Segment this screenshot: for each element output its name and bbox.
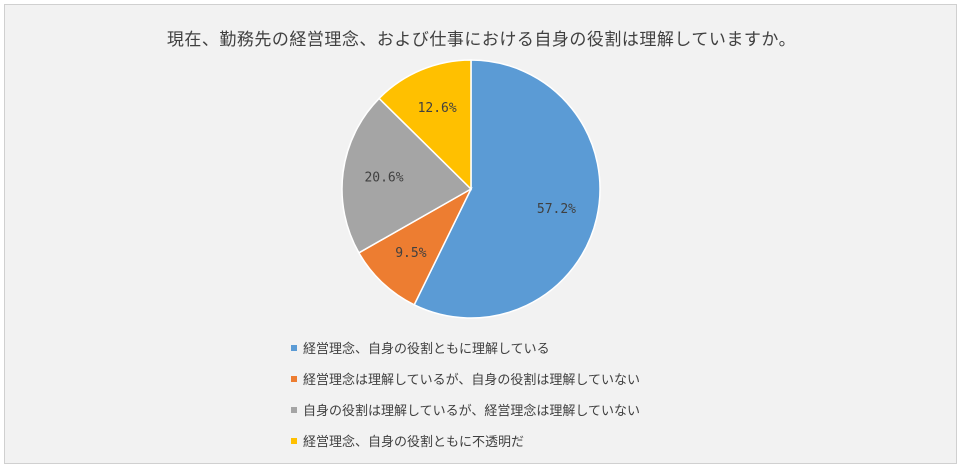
legend-label-2: 自身の役割は理解しているが、経営理念は理解していない bbox=[303, 404, 640, 419]
chart-legend: 経営理念、自身の役割ともに理解している経営理念は理解しているが、自身の役割は理解… bbox=[291, 332, 640, 456]
pie-slice-1 bbox=[357, 187, 473, 306]
legend-item-3: 経営理念、自身の役割ともに不透明だ bbox=[291, 425, 640, 456]
chart-area: 現在、勤務先の経営理念、および仕事における自身の役割は理解していますか。 57.… bbox=[4, 4, 957, 464]
pie-slice-0 bbox=[413, 59, 601, 319]
slice-value-label-0: 57.2% bbox=[537, 202, 576, 217]
legend-label-3: 経営理念、自身の役割ともに不透明だ bbox=[303, 435, 525, 450]
legend-swatch-1 bbox=[291, 375, 297, 382]
legend-swatch-3 bbox=[291, 437, 297, 444]
pie-chart: 57.2% 9.5% 20.6% 12.6% bbox=[341, 59, 601, 319]
legend-item-0: 経営理念、自身の役割ともに理解している bbox=[291, 332, 640, 363]
legend-swatch-2 bbox=[291, 406, 297, 413]
legend-swatch-0 bbox=[291, 344, 297, 351]
legend-label-1: 経営理念は理解しているが、自身の役割は理解していない bbox=[303, 373, 640, 388]
slice-value-label-1: 9.5% bbox=[395, 246, 426, 261]
chart-title: 現在、勤務先の経営理念、および仕事における自身の役割は理解していますか。 bbox=[166, 30, 797, 50]
legend-item-1: 経営理念は理解しているが、自身の役割は理解していない bbox=[291, 363, 640, 394]
legend-label-0: 経営理念、自身の役割ともに理解している bbox=[303, 342, 550, 357]
pie-slice-2 bbox=[341, 97, 473, 254]
pie-slice-3 bbox=[378, 59, 472, 191]
legend-item-2: 自身の役割は理解しているが、経営理念は理解していない bbox=[291, 394, 640, 425]
slice-value-label-3: 12.6% bbox=[418, 101, 457, 116]
slice-value-label-2: 20.6% bbox=[364, 171, 403, 186]
